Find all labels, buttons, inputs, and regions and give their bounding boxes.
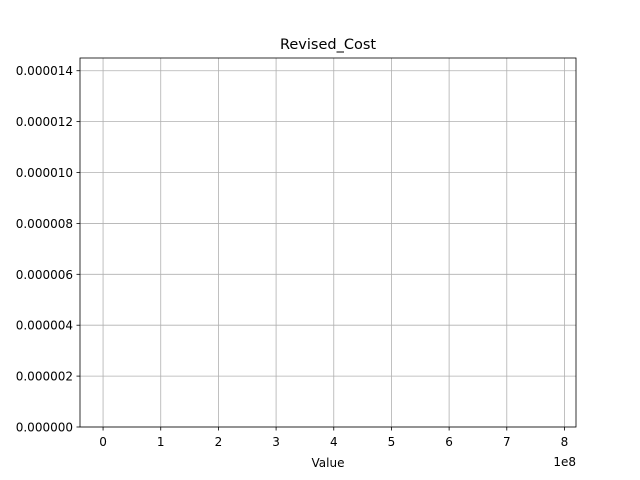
y-tick-label: 0.000014	[16, 64, 73, 78]
y-axis: 0.000000 0.000002 0.000004 0.000006 0.000008…	[16, 64, 80, 435]
y-tick-label: 0.000008	[16, 217, 73, 231]
x-tick-label: 5	[388, 435, 396, 449]
x-tick-label: 1	[157, 435, 165, 449]
y-tick-label: 0.000006	[16, 268, 73, 282]
y-tick-label: 0.000002	[16, 370, 73, 384]
x-tick-label: 3	[272, 435, 280, 449]
x-axis-scale-label: 1e8	[553, 455, 576, 469]
x-axis-label: Value	[312, 456, 345, 470]
chart-title: Revised_Cost	[280, 37, 376, 53]
x-tick-label: 2	[215, 435, 223, 449]
y-tick-label: 0.000004	[16, 319, 73, 333]
x-tick-label: 4	[330, 435, 338, 449]
x-tick-label: 8	[561, 435, 569, 449]
x-tick-label: 0	[99, 435, 107, 449]
x-tick-label: 6	[445, 435, 453, 449]
plot-area-frame	[79, 57, 577, 428]
x-axis: 0 1 2 3 4 5 6 7 8	[99, 427, 568, 449]
grid-lines	[80, 58, 576, 428]
x-tick-label: 7	[503, 435, 511, 449]
y-tick-label: 0.000010	[16, 166, 73, 180]
y-tick-label: 0.000000	[16, 421, 73, 435]
y-tick-label: 0.000012	[16, 115, 73, 129]
